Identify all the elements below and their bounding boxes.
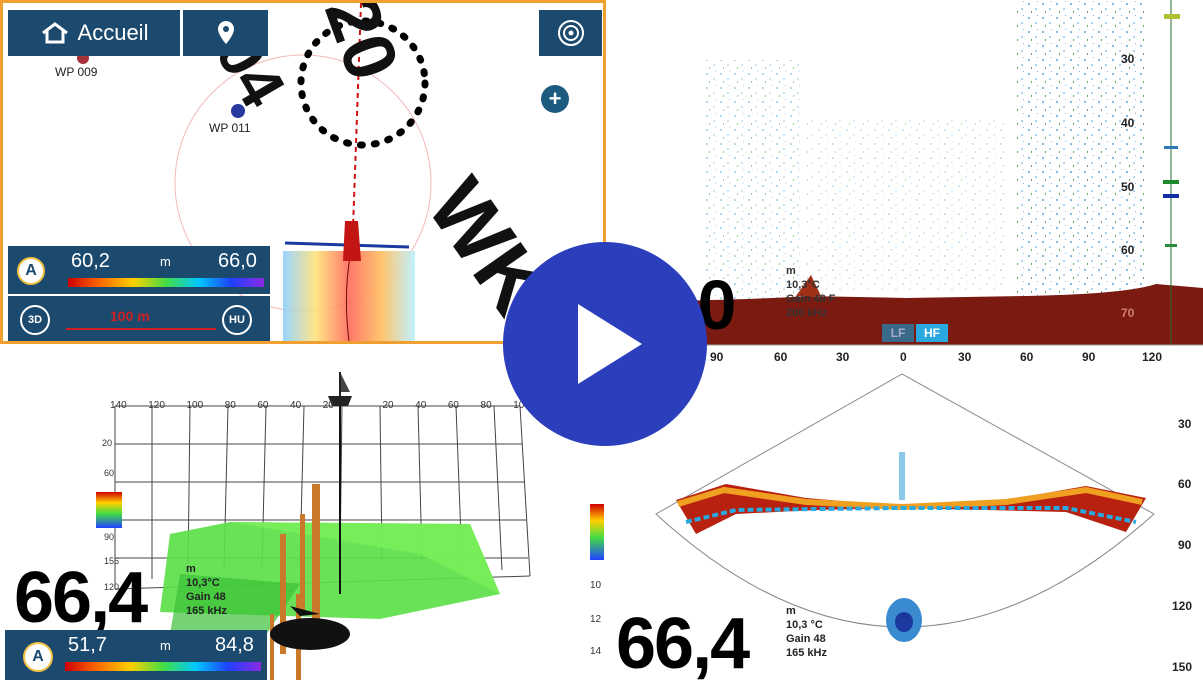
range-min: 60,2 [71, 250, 110, 272]
frequency: 165 kHz [786, 647, 827, 659]
3d-left-tick: 60 [104, 468, 115, 478]
waypoint-011-marker [231, 104, 245, 118]
x-tick: 0 [900, 350, 907, 364]
3d-left-tick: 120 [104, 582, 120, 592]
heading-line [352, 3, 362, 229]
play-button[interactable] [503, 242, 707, 446]
range-max: 84,8 [215, 634, 254, 656]
range-color-scale [65, 662, 261, 671]
waypoint-label: WP 009 [55, 65, 98, 79]
location-button[interactable] [183, 10, 268, 56]
zoom-in-icon: + [548, 86, 562, 111]
depth-tick: 50 [1121, 180, 1135, 194]
range-unit: m [160, 254, 171, 269]
range-tick: 90 [1178, 538, 1192, 552]
x-tick: 90 [1082, 350, 1096, 364]
depth-unit: m [786, 605, 796, 617]
gain-value: Gain 48 F [786, 293, 836, 305]
gain-value: Gain 48 [186, 591, 226, 603]
3d-left-tick: 156 [104, 556, 120, 566]
hf-toggle[interactable]: HF [916, 324, 948, 342]
sounder-echogram [606, 0, 1203, 372]
3d-range-bar: A 51,7 m 84,8 [5, 630, 267, 680]
heading-up-button[interactable]: HU [222, 305, 252, 335]
depth-tick: 40 [1121, 116, 1135, 130]
gain-value: Gain 48 [786, 633, 826, 645]
3d-top-axis: 14012010080604020020406080100 [110, 400, 530, 411]
range-tick: 150 [1172, 660, 1193, 674]
3d-button[interactable]: 3D [20, 305, 50, 335]
3d-right-tick: 12 [590, 614, 602, 625]
depth-range-bar: A 60,2 m 66,0 [8, 246, 270, 294]
x-tick: 30 [958, 350, 972, 364]
waypoint-label: WP 011 [209, 121, 251, 135]
scale-label: 100 m [110, 308, 150, 324]
3d-left-tick: 20 [102, 438, 113, 448]
range-tick: 30 [1178, 417, 1192, 431]
home-button[interactable]: Accueil [8, 10, 180, 56]
sonar-panel[interactable]: 30 60 90 120 150 66,4 m 10,3 °C Gain 48 … [606, 372, 1203, 680]
sounder-panel[interactable]: 30 40 50 60 70 ,0 m 10,3°C Gain 48 F 200… [606, 0, 1203, 372]
3d-grid-view [96, 372, 604, 680]
depth-tick: 30 [1121, 52, 1135, 66]
x-tick: 30 [836, 350, 850, 364]
range-max: 66,0 [218, 250, 257, 272]
x-tick: 90 [710, 350, 724, 364]
chart-map [77, 3, 432, 341]
seabed-echo [606, 284, 1203, 345]
range-min: 51,7 [68, 634, 107, 656]
sonar-depth-readout: 66,4 [616, 604, 750, 680]
zoom-in-button[interactable]: + [541, 85, 569, 113]
depth-unit: m [186, 563, 196, 575]
3d-right-tick: 10 [590, 580, 602, 591]
water-temp: 10,3 °C [786, 619, 823, 631]
x-tick: 60 [774, 350, 788, 364]
range-tick: 60 [1178, 477, 1192, 491]
location-pin-icon [217, 21, 234, 44]
depth-contour-dots [297, 17, 429, 149]
range-unit: m [160, 638, 171, 653]
x-tick: 60 [1020, 350, 1034, 364]
frequency: 165 kHz [186, 605, 227, 617]
depth-unit: m [786, 265, 796, 277]
boat-marker [343, 221, 361, 261]
water-temp: 10,3°C [186, 577, 220, 589]
depth-tick: 70 [1121, 306, 1135, 320]
view-controls-bar: 3D 100 m HU [8, 296, 270, 341]
x-tick: 120 [1142, 350, 1163, 364]
range-color-scale [68, 278, 264, 287]
auto-range-button[interactable]: A [23, 642, 53, 672]
3d-right-tick: 14 [590, 646, 602, 657]
frequency: 200 kHz [786, 307, 827, 319]
chart-panel[interactable]: 20 04 WK WP 009 WP 011 Accueil + A 60,2 … [0, 0, 606, 344]
3d-depth-readout: 66,4 [14, 558, 148, 638]
depth-tick: 60 [1121, 243, 1135, 257]
sonar-fan [655, 373, 1155, 642]
3d-left-tick: 90 [104, 532, 115, 542]
auto-range-button[interactable]: A [17, 257, 45, 285]
3d-view-panel[interactable]: 14012010080604020020406080100 20 60 90 1… [0, 344, 606, 680]
lf-toggle[interactable]: LF [882, 324, 914, 342]
boat-icon [328, 372, 352, 594]
target-button[interactable] [539, 10, 602, 56]
water-temp: 10,3°C [786, 279, 820, 291]
scale-bar [66, 328, 216, 330]
target-icon [557, 20, 584, 46]
play-icon [578, 304, 642, 384]
home-icon [41, 22, 68, 44]
home-label: Accueil [77, 20, 149, 45]
range-tick: 120 [1172, 599, 1193, 613]
